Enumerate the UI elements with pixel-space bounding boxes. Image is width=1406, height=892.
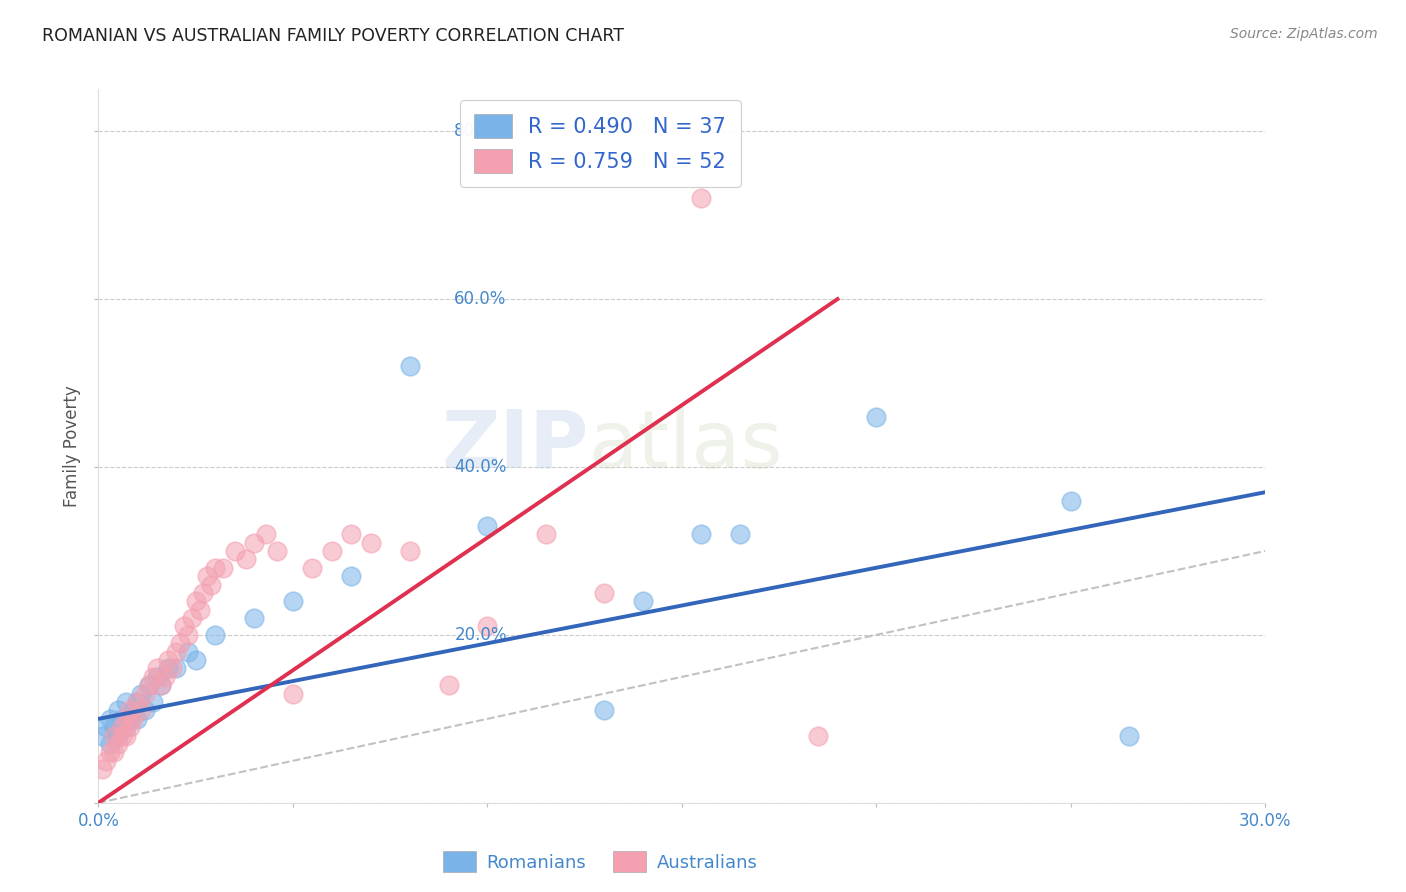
Point — [118, 720, 141, 734]
Point — [146, 661, 169, 675]
Point — [281, 594, 304, 608]
Point — [690, 191, 713, 205]
Point — [129, 703, 152, 717]
Point — [188, 603, 211, 617]
Text: atlas: atlas — [589, 407, 783, 485]
Point — [142, 670, 165, 684]
Point — [173, 619, 195, 633]
Point — [96, 720, 118, 734]
Text: Source: ZipAtlas.com: Source: ZipAtlas.com — [1230, 27, 1378, 41]
Point — [91, 762, 114, 776]
Point — [165, 661, 187, 675]
Point — [340, 527, 363, 541]
Point — [301, 560, 323, 574]
Point — [321, 544, 343, 558]
Point — [398, 544, 420, 558]
Point — [224, 544, 246, 558]
Point — [107, 703, 129, 717]
Point — [204, 628, 226, 642]
Point — [149, 678, 172, 692]
Point — [177, 628, 200, 642]
Point — [807, 729, 830, 743]
Y-axis label: Family Poverty: Family Poverty — [63, 385, 82, 507]
Point — [631, 594, 654, 608]
Point — [184, 594, 207, 608]
Point — [114, 712, 136, 726]
Point — [1060, 493, 1083, 508]
Point — [111, 729, 134, 743]
Point — [103, 720, 125, 734]
Point — [111, 720, 134, 734]
Point — [534, 527, 557, 541]
Point — [127, 695, 149, 709]
Point — [118, 712, 141, 726]
Point — [157, 661, 180, 675]
Point — [360, 535, 382, 549]
Point — [177, 645, 200, 659]
Point — [184, 653, 207, 667]
Point — [134, 687, 156, 701]
Point — [200, 577, 222, 591]
Point — [243, 611, 266, 625]
Text: ZIP: ZIP — [441, 407, 589, 485]
Point — [142, 695, 165, 709]
Point — [146, 670, 169, 684]
Point — [138, 678, 160, 692]
Point — [212, 560, 235, 574]
Point — [153, 670, 176, 684]
Point — [114, 729, 136, 743]
Point — [118, 703, 141, 717]
Point — [243, 535, 266, 549]
Point — [96, 754, 118, 768]
Point — [165, 645, 187, 659]
Legend: Romanians, Australians: Romanians, Australians — [436, 844, 765, 880]
Point — [103, 746, 125, 760]
Point — [398, 359, 420, 374]
Point — [865, 409, 887, 424]
Text: 20.0%: 20.0% — [454, 626, 506, 644]
Point — [180, 611, 202, 625]
Point — [169, 636, 191, 650]
Point — [1118, 729, 1140, 743]
Point — [127, 695, 149, 709]
Point — [204, 560, 226, 574]
Point — [103, 729, 125, 743]
Point — [593, 703, 616, 717]
Point — [98, 737, 121, 751]
Point — [114, 720, 136, 734]
Point — [127, 712, 149, 726]
Point — [340, 569, 363, 583]
Point — [593, 586, 616, 600]
Point — [281, 687, 304, 701]
Point — [477, 619, 499, 633]
Point — [138, 678, 160, 692]
Point — [437, 678, 460, 692]
Point — [235, 552, 257, 566]
Point — [477, 518, 499, 533]
Point — [98, 712, 121, 726]
Point — [162, 661, 184, 675]
Text: 60.0%: 60.0% — [454, 290, 506, 308]
Point — [149, 678, 172, 692]
Point — [91, 729, 114, 743]
Point — [157, 653, 180, 667]
Text: 40.0%: 40.0% — [454, 458, 506, 476]
Point — [690, 527, 713, 541]
Point — [195, 569, 218, 583]
Point — [122, 712, 145, 726]
Point — [254, 527, 277, 541]
Point — [111, 712, 134, 726]
Point — [730, 527, 752, 541]
Point — [193, 586, 215, 600]
Point — [266, 544, 288, 558]
Point — [98, 746, 121, 760]
Point — [122, 703, 145, 717]
Point — [114, 695, 136, 709]
Point — [107, 729, 129, 743]
Point — [134, 703, 156, 717]
Text: 80.0%: 80.0% — [454, 122, 506, 140]
Text: ROMANIAN VS AUSTRALIAN FAMILY POVERTY CORRELATION CHART: ROMANIAN VS AUSTRALIAN FAMILY POVERTY CO… — [42, 27, 624, 45]
Point — [129, 687, 152, 701]
Point — [107, 737, 129, 751]
